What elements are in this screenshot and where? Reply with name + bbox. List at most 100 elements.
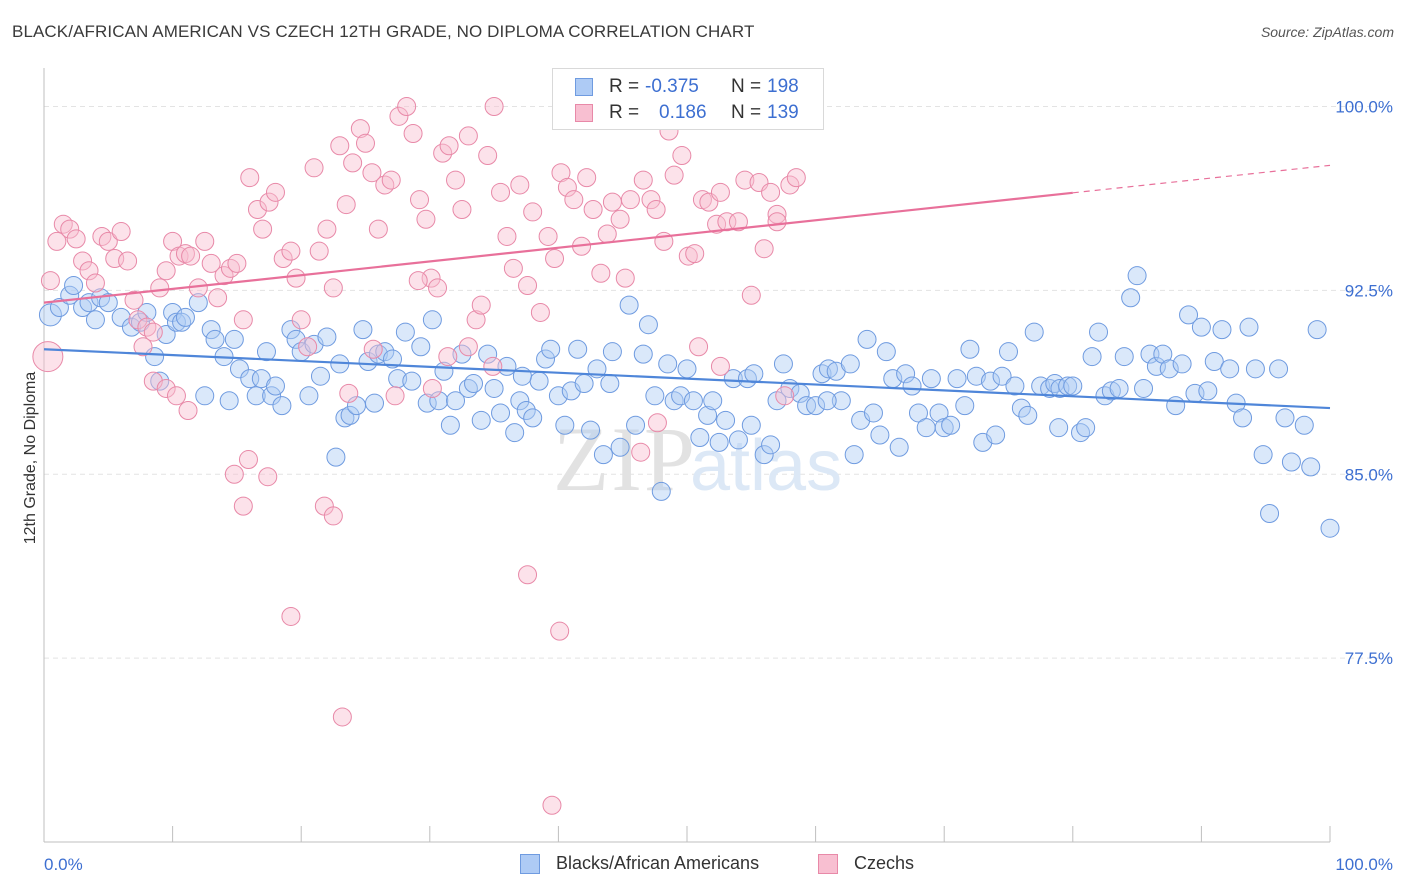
point-czechs: [247, 199, 267, 219]
point-blacks: [64, 275, 84, 295]
point-blacks: [683, 391, 703, 411]
point-blacks: [402, 371, 422, 391]
point-blacks: [201, 320, 221, 340]
point-czechs: [150, 278, 170, 298]
point-blacks: [568, 339, 588, 359]
point-blacks: [581, 420, 601, 440]
point-czechs: [664, 165, 684, 185]
point-blacks: [844, 445, 864, 465]
point-czechs: [362, 163, 382, 183]
point-blacks: [602, 342, 622, 362]
point-czechs: [298, 337, 318, 357]
point-blacks: [1127, 266, 1147, 286]
point-czechs: [710, 182, 730, 202]
point-czechs: [336, 195, 356, 215]
point-blacks: [1159, 359, 1179, 379]
point-blacks: [440, 415, 460, 435]
legend-label-blacks: Blacks/African Americans: [556, 853, 760, 873]
point-blacks: [902, 376, 922, 396]
point-blacks: [645, 386, 665, 406]
point-czechs: [478, 146, 498, 166]
source-credit: Source: ZipAtlas.com: [1260, 24, 1394, 40]
point-blacks: [999, 342, 1018, 362]
point-blacks: [317, 327, 337, 347]
point-czechs: [523, 202, 543, 222]
point-czechs: [133, 337, 153, 357]
point-czechs: [439, 136, 459, 156]
point-blacks: [422, 310, 442, 330]
point-blacks: [224, 329, 244, 349]
point-czechs: [343, 153, 363, 173]
point-czechs: [631, 442, 651, 462]
point-blacks: [299, 386, 319, 406]
point-blacks: [1018, 405, 1038, 425]
point-blacks: [229, 359, 249, 379]
point-blacks: [98, 293, 118, 313]
point-czechs: [175, 244, 195, 264]
point-czechs: [363, 339, 383, 359]
point-czechs: [647, 413, 667, 433]
legend-r-value-blacks: -0.375: [645, 76, 699, 97]
point-czechs: [40, 271, 60, 291]
point-blacks: [610, 437, 630, 457]
point-blacks: [818, 359, 838, 379]
point-czechs: [410, 190, 430, 210]
point-czechs: [685, 244, 705, 264]
point-blacks: [272, 396, 292, 416]
point-blacks: [417, 393, 437, 413]
point-blacks: [38, 303, 62, 327]
point-blacks: [1082, 347, 1102, 367]
point-czechs: [564, 190, 584, 210]
point-blacks: [1101, 381, 1121, 401]
point-blacks: [709, 432, 729, 452]
point-blacks: [831, 391, 851, 411]
point-blacks: [256, 342, 276, 362]
point-blacks: [840, 354, 860, 374]
point-czechs: [79, 261, 99, 281]
point-blacks: [484, 378, 504, 398]
trendline-blacks: [43, 348, 1331, 410]
point-czechs: [458, 126, 478, 146]
point-blacks: [698, 405, 718, 425]
trendline-czechs-extension: [1072, 164, 1331, 194]
point-czechs: [503, 258, 523, 278]
point-blacks: [375, 342, 395, 362]
point-czechs: [438, 347, 458, 367]
point-blacks: [1134, 378, 1154, 398]
point-blacks: [870, 425, 890, 445]
point-czechs: [610, 209, 630, 229]
point-blacks: [340, 405, 360, 425]
point-czechs: [238, 450, 258, 470]
y-tick-label: 92.5%: [1345, 281, 1393, 300]
point-czechs: [156, 378, 176, 398]
point-czechs: [32, 341, 64, 373]
point-blacks: [1011, 398, 1031, 418]
point-blacks: [246, 386, 266, 406]
point-blacks: [452, 344, 472, 364]
x-tick-label-min: 0.0%: [44, 855, 83, 874]
point-czechs: [741, 285, 761, 305]
trendline-czechs: [43, 191, 1073, 304]
point-blacks: [1233, 408, 1253, 428]
point-czechs: [118, 251, 138, 271]
point-czechs: [483, 356, 503, 376]
point-czechs: [291, 310, 311, 330]
point-czechs: [330, 136, 350, 156]
x-tick-label-max: 100.0%: [1335, 855, 1393, 874]
point-czechs: [317, 219, 337, 239]
point-blacks: [671, 386, 691, 406]
point-blacks: [1294, 415, 1314, 435]
point-czechs: [389, 106, 409, 126]
point-czechs: [689, 337, 709, 357]
point-blacks: [1049, 418, 1069, 438]
point-blacks: [896, 364, 916, 384]
point-czechs: [550, 621, 570, 641]
point-blacks: [446, 391, 466, 411]
point-blacks: [1301, 457, 1321, 477]
point-czechs: [259, 192, 279, 212]
point-blacks: [633, 344, 653, 364]
point-blacks: [619, 295, 639, 315]
point-czechs: [208, 288, 228, 308]
point-blacks: [130, 312, 150, 332]
point-blacks: [541, 339, 561, 359]
